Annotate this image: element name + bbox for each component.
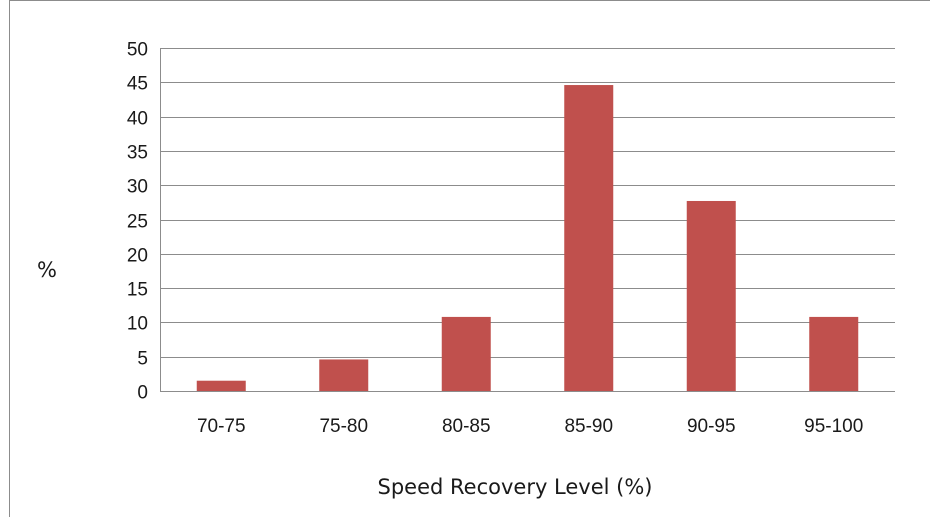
y-tick-label: 0 [137, 383, 148, 404]
bar-90-95 [687, 201, 736, 391]
bar-80-85 [442, 317, 491, 391]
y-tick-label: 40 [127, 109, 148, 130]
y-axis-label: % [37, 258, 57, 282]
x-tick-label: 85-90 [564, 416, 613, 437]
bar-70-75 [197, 381, 246, 391]
bar-75-80 [319, 359, 368, 391]
y-axis-ticks: 0 5 10 15 20 25 30 35 40 45 50 [127, 40, 148, 404]
y-tick-label: 30 [127, 177, 148, 198]
bars [197, 85, 859, 391]
bar-85-90 [564, 85, 613, 391]
y-tick-label: 15 [127, 280, 148, 301]
x-tick-label: 95-100 [804, 416, 863, 437]
y-tick-label: 35 [127, 143, 148, 164]
x-axis-ticks: 70-75 75-80 80-85 85-90 90-95 95-100 [197, 416, 863, 437]
y-tick-label: 50 [127, 40, 148, 61]
y-tick-label: 10 [127, 314, 148, 335]
y-tick-label: 5 [137, 349, 148, 370]
x-tick-label: 90-95 [687, 416, 736, 437]
x-tick-label: 80-85 [442, 416, 491, 437]
y-tick-label: 20 [127, 246, 148, 267]
x-axis-label: Speed Recovery Level (%) [378, 475, 653, 499]
x-tick-label: 75-80 [319, 416, 368, 437]
gridlines [160, 48, 895, 392]
y-tick-label: 45 [127, 74, 148, 95]
bar-95-100 [809, 317, 858, 391]
x-tick-label: 70-75 [197, 416, 246, 437]
y-tick-label: 25 [127, 212, 148, 233]
